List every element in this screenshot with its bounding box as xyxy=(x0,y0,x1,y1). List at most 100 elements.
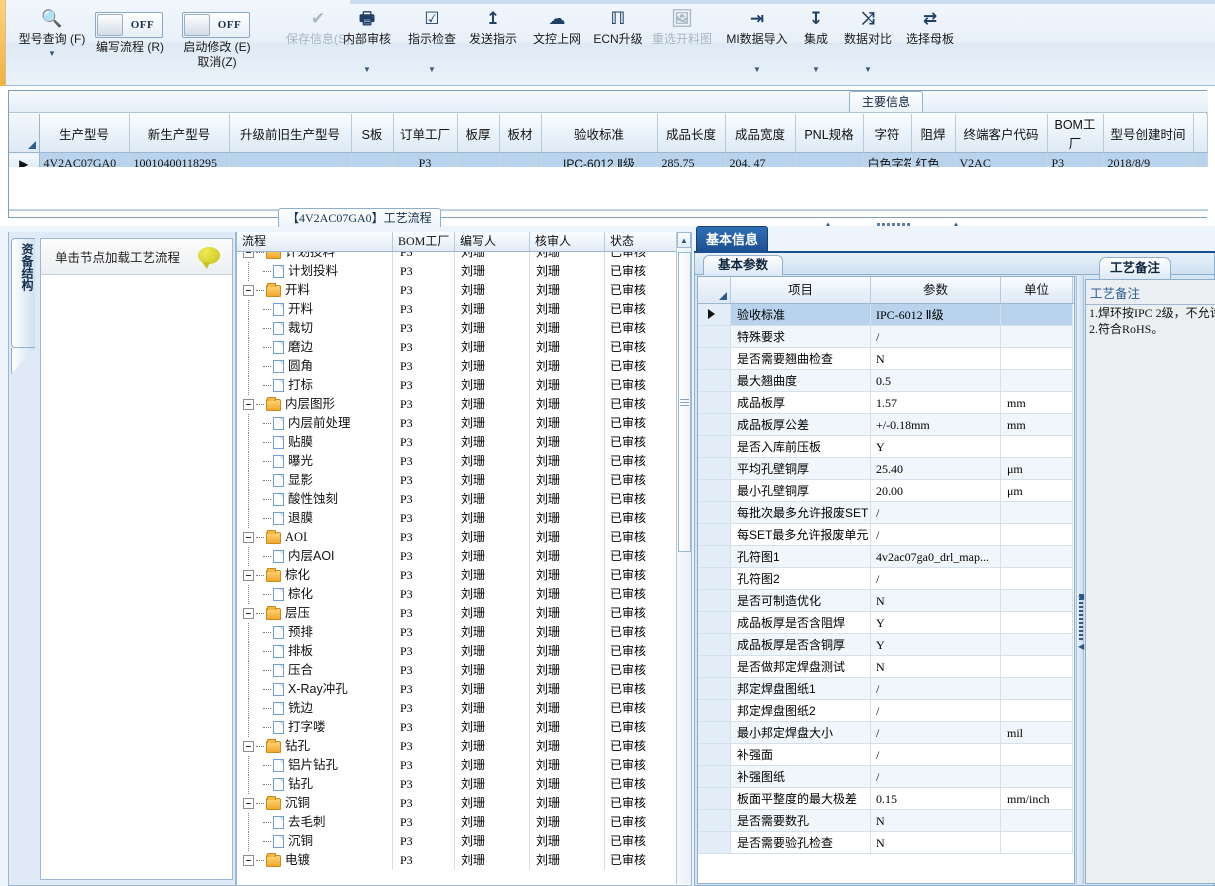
chevron-down-icon[interactable]: ▼ xyxy=(48,49,56,58)
flow-cell-status[interactable]: 已审核 xyxy=(605,794,677,813)
flow-cell-writer[interactable]: 刘珊 xyxy=(455,509,530,528)
param-row[interactable]: 补强面 / xyxy=(698,744,1074,766)
param-cell-unit[interactable]: mil xyxy=(1001,722,1073,744)
tab-main-info[interactable]: 主要信息 xyxy=(849,91,924,112)
flow-row[interactable]: 内层图形 P3 刘珊 刘珊 已审核 xyxy=(237,395,677,414)
flow-cell-name[interactable]: 裁切 xyxy=(237,319,393,338)
flow-cell-reviewer[interactable]: 刘珊 xyxy=(530,414,605,433)
flow-cell-name[interactable]: 压合 xyxy=(237,661,393,680)
flow-cell-writer[interactable]: 刘珊 xyxy=(455,528,530,547)
param-col-header-0[interactable]: 项目 xyxy=(731,277,871,303)
flow-cell-writer[interactable]: 刘珊 xyxy=(455,547,530,566)
flow-cell-reviewer[interactable]: 刘珊 xyxy=(530,509,605,528)
flow-cell-writer[interactable]: 刘珊 xyxy=(455,376,530,395)
collapse-expander-icon[interactable] xyxy=(243,608,254,619)
param-row[interactable]: 孔符图1 4v2ac07ga0_drl_map... xyxy=(698,546,1074,568)
flow-cell-status[interactable]: 已审核 xyxy=(605,319,677,338)
collapse-expander-icon[interactable] xyxy=(243,855,254,866)
param-cell-value[interactable]: / xyxy=(871,722,1001,744)
flow-cell-bom-factory[interactable]: P3 xyxy=(393,490,455,509)
flow-cell-name[interactable]: 内层图形 xyxy=(237,395,393,414)
flow-cell-bom-factory[interactable]: P3 xyxy=(393,252,455,262)
flow-row[interactable]: 压合 P3 刘珊 刘珊 已审核 xyxy=(237,661,677,680)
flow-cell-writer[interactable]: 刘珊 xyxy=(455,490,530,509)
flow-cell-writer[interactable]: 刘珊 xyxy=(455,794,530,813)
param-cell-item[interactable]: 孔符图1 xyxy=(731,546,871,568)
param-cell-value[interactable]: 25.40 xyxy=(871,458,1001,480)
flow-cell-reviewer[interactable]: 刘珊 xyxy=(530,756,605,775)
flow-cell-writer[interactable]: 刘珊 xyxy=(455,452,530,471)
flow-cell-bom-factory[interactable]: P3 xyxy=(393,281,455,300)
flow-cell-bom-factory[interactable]: P3 xyxy=(393,832,455,851)
flow-cell-reviewer[interactable]: 刘珊 xyxy=(530,585,605,604)
flow-row[interactable]: 圆角 P3 刘珊 刘珊 已审核 xyxy=(237,357,677,376)
param-cell-unit[interactable]: μm xyxy=(1001,458,1073,480)
col-header-15[interactable]: 型号创建时间 xyxy=(1103,114,1194,153)
sidebar-tab-structure[interactable]: 资备结构 xyxy=(11,238,35,348)
flow-cell-name[interactable]: 内层AOI xyxy=(237,547,393,566)
param-cell-unit[interactable] xyxy=(1001,612,1073,634)
flow-row[interactable]: 显影 P3 刘珊 刘珊 已审核 xyxy=(237,471,677,490)
flow-cell-reviewer[interactable]: 刘珊 xyxy=(530,300,605,319)
flow-cell-name[interactable]: AOI xyxy=(237,528,393,547)
flow-cell-name[interactable]: 层压 xyxy=(237,604,393,623)
flow-cell-status[interactable]: 已审核 xyxy=(605,490,677,509)
param-cell-unit[interactable] xyxy=(1001,304,1073,326)
flow-cell-bom-factory[interactable]: P3 xyxy=(393,699,455,718)
flow-row[interactable]: 排板 P3 刘珊 刘珊 已审核 xyxy=(237,642,677,661)
param-cell-unit[interactable] xyxy=(1001,766,1073,788)
flow-cell-writer[interactable]: 刘珊 xyxy=(455,566,530,585)
flow-col-header-4[interactable]: 状态 xyxy=(605,232,677,251)
col-header-9[interactable]: 成品宽度 xyxy=(725,114,796,153)
flow-cell-status[interactable]: 已审核 xyxy=(605,832,677,851)
param-cell-unit[interactable] xyxy=(1001,370,1073,392)
flow-cell-status[interactable]: 已审核 xyxy=(605,737,677,756)
param-cell-value[interactable]: 20.00 xyxy=(871,480,1001,502)
doc-control-upload-button[interactable]: ☁ 文控上网 xyxy=(527,6,587,47)
flow-cell-reviewer[interactable]: 刘珊 xyxy=(530,680,605,699)
col-header-10[interactable]: PNL规格 xyxy=(795,114,864,153)
flow-row[interactable]: 打字喽 P3 刘珊 刘珊 已审核 xyxy=(237,718,677,737)
flow-row[interactable]: 铣边 P3 刘珊 刘珊 已审核 xyxy=(237,699,677,718)
param-row[interactable]: 板面平整度的最大极差 0.15 mm/inch xyxy=(698,788,1074,810)
param-cell-value[interactable]: Y xyxy=(871,436,1001,458)
param-cell-unit[interactable]: μm xyxy=(1001,480,1073,502)
flow-row[interactable]: X-Ray冲孔 P3 刘珊 刘珊 已审核 xyxy=(237,680,677,699)
flow-cell-status[interactable]: 已审核 xyxy=(605,661,677,680)
param-cell-value[interactable]: 1.57 xyxy=(871,392,1001,414)
chevron-down-icon[interactable]: ▼ xyxy=(363,65,371,74)
flow-cell-writer[interactable]: 刘珊 xyxy=(455,281,530,300)
flow-row[interactable]: 退膜 P3 刘珊 刘珊 已审核 xyxy=(237,509,677,528)
flow-row[interactable]: 沉铜 P3 刘珊 刘珊 已审核 xyxy=(237,794,677,813)
param-cell-value[interactable]: N xyxy=(871,656,1001,678)
param-cell-value[interactable]: N xyxy=(871,348,1001,370)
flow-row[interactable]: 开料 P3 刘珊 刘珊 已审核 xyxy=(237,300,677,319)
flow-cell-name[interactable]: 退膜 xyxy=(237,509,393,528)
param-cell-value[interactable]: / xyxy=(871,744,1001,766)
param-cell-value[interactable]: Y xyxy=(871,634,1001,656)
flow-col-header-1[interactable]: BOM工厂 xyxy=(393,232,455,251)
param-row[interactable]: 孔符图2/ xyxy=(698,568,1074,590)
param-cell-item[interactable]: 验收标准 xyxy=(731,304,871,326)
flow-row[interactable]: 去毛刺 P3 刘珊 刘珊 已审核 xyxy=(237,813,677,832)
flow-cell-name[interactable]: 计划投料 xyxy=(237,262,393,281)
col-header-8[interactable]: 成品长度 xyxy=(657,114,726,153)
param-cell-unit[interactable] xyxy=(1001,832,1073,854)
flow-cell-reviewer[interactable]: 刘珊 xyxy=(530,319,605,338)
param-row[interactable]: 邦定焊盘图纸2/ xyxy=(698,700,1074,722)
param-row[interactable]: 是否做邦定焊盘测试 N xyxy=(698,656,1074,678)
flow-cell-bom-factory[interactable]: P3 xyxy=(393,737,455,756)
flow-cell-name[interactable]: 去毛刺 xyxy=(237,813,393,832)
flow-row[interactable]: 打标 P3 刘珊 刘珊 已审核 xyxy=(237,376,677,395)
flow-cell-reviewer[interactable]: 刘珊 xyxy=(530,737,605,756)
instruction-check-button[interactable]: ☑ 指示检查 ▼ xyxy=(402,6,462,75)
flow-cell-reviewer[interactable]: 刘珊 xyxy=(530,547,605,566)
flow-cell-reviewer[interactable]: 刘珊 xyxy=(530,775,605,794)
param-cell-value[interactable]: / xyxy=(871,700,1001,722)
param-row[interactable]: 成品板厚 1.57 mm xyxy=(698,392,1074,414)
param-row[interactable]: 成品板厚是否含铜厚 Y xyxy=(698,634,1074,656)
param-cell-unit[interactable] xyxy=(1001,568,1073,590)
flow-cell-status[interactable]: 已审核 xyxy=(605,338,677,357)
param-cell-unit[interactable] xyxy=(1001,810,1073,832)
flow-cell-writer[interactable]: 刘珊 xyxy=(455,262,530,281)
